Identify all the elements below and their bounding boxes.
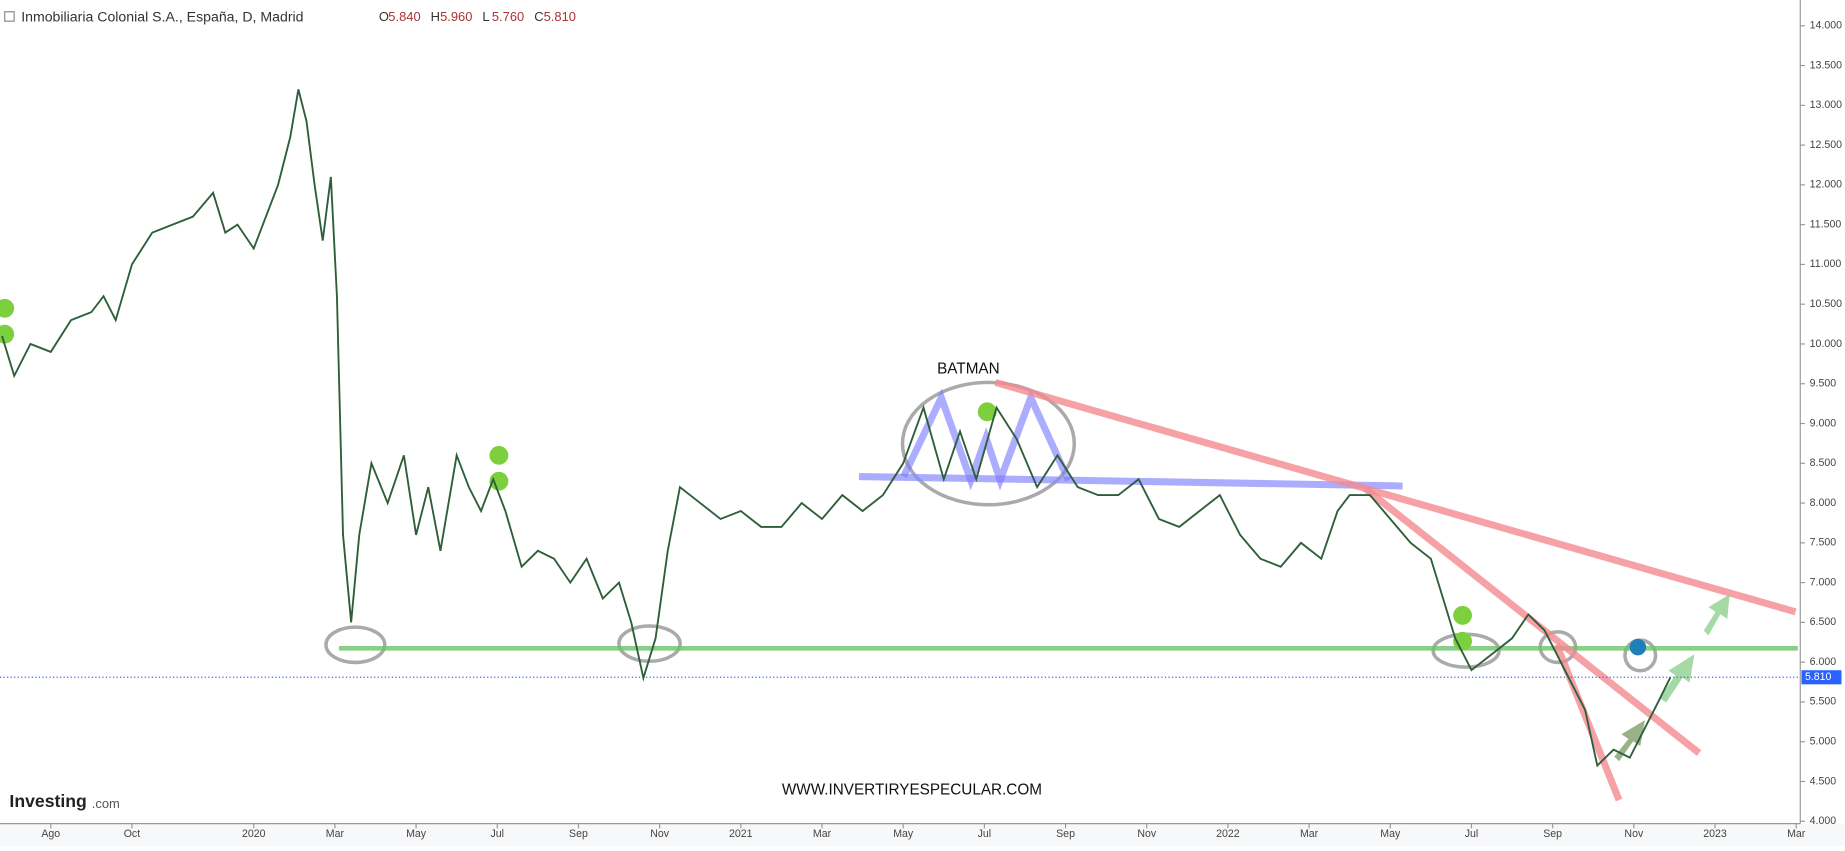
marker[interactable] (0, 298, 15, 318)
trend-line (1362, 485, 1702, 756)
ohlc-value: 5.960 (440, 9, 472, 24)
arrow (1614, 720, 1645, 762)
batman-pattern (900, 388, 1072, 491)
marker[interactable] (1453, 631, 1472, 651)
arrow (1703, 594, 1730, 636)
ohlc-key: C (534, 9, 543, 24)
y-tick-label: 14.000 (1810, 20, 1842, 32)
ohlc-key: L (482, 9, 489, 24)
marker[interactable] (489, 445, 509, 465)
y-tick-label: 8.000 (1810, 497, 1837, 509)
marker[interactable] (1453, 605, 1472, 625)
ohlc-readout: O 5.840 H 5.960 L 5.760 C 5.810 (379, 9, 576, 24)
y-tick-label: 10.000 (1810, 338, 1842, 350)
x-tick-label: Mar (1787, 828, 1806, 840)
x-tick-label: Mar (1300, 828, 1319, 840)
pattern-label: BATMAN (937, 360, 1000, 377)
y-tick-label: 4.000 (1810, 815, 1837, 827)
x-tick-label: May (406, 828, 427, 840)
y-tick-label: 12.500 (1810, 139, 1842, 151)
x-tick-label: Jul (491, 828, 505, 840)
y-tick-label: 7.500 (1810, 537, 1837, 549)
collapse-icon[interactable] (4, 11, 15, 22)
arrow (1659, 654, 1695, 703)
y-tick-label: 5.000 (1810, 736, 1837, 748)
x-tick-label: Nov (1137, 828, 1157, 840)
x-tick-label: May (893, 828, 914, 840)
y-tick-label: 9.500 (1810, 378, 1837, 390)
watermark: WWW.INVERTIRYESPECULAR.COM (782, 782, 1042, 799)
y-tick-label: 7.000 (1810, 576, 1837, 588)
y-tick-label: 8.500 (1810, 457, 1837, 469)
x-tick-label: Sep (1056, 828, 1075, 840)
dividend-markers (0, 298, 1647, 656)
x-tick-label: 2023 (1703, 828, 1727, 840)
x-tick-label: Sep (1543, 828, 1562, 840)
x-tick-label: Ago (41, 828, 60, 840)
neckline (858, 473, 1403, 490)
x-axis-band (0, 823, 1845, 846)
arrows (1614, 594, 1730, 762)
price-label: 5.810 (1805, 671, 1832, 683)
x-tick-label: Sep (569, 828, 588, 840)
x-tick-label: 2021 (729, 828, 753, 840)
y-tick-label: 12.000 (1810, 179, 1842, 191)
ohlc-value: 5.760 (492, 9, 524, 24)
x-tick-label: 2022 (1216, 828, 1240, 840)
y-tick-label: 11.000 (1810, 258, 1842, 270)
y-tick-label: 10.500 (1810, 298, 1842, 310)
y-tick-label: 9.000 (1810, 417, 1837, 429)
ohlc-key: H (431, 9, 440, 24)
ohlc-value: 5.810 (544, 9, 576, 24)
marker[interactable] (977, 402, 997, 422)
price-series (1, 89, 1672, 768)
x-tick-label: Mar (326, 828, 345, 840)
y-tick-label: 5.500 (1810, 696, 1837, 708)
x-tick-label: Nov (650, 828, 670, 840)
trend-line (994, 379, 1797, 616)
instrument-title: Inmobiliaria Colonial S.A., España, D, M… (21, 8, 303, 24)
y-tick-label: 4.500 (1810, 775, 1837, 787)
y-tick-label: 13.500 (1810, 59, 1842, 71)
x-tick-label: 2020 (242, 828, 266, 840)
marker[interactable] (489, 471, 509, 491)
x-tick-label: May (1380, 828, 1401, 840)
y-tick-label: 13.000 (1810, 99, 1842, 111)
x-tick-label: Jul (1465, 828, 1479, 840)
logo-suffix: .com (92, 796, 120, 811)
y-tick-label: 11.500 (1810, 218, 1842, 230)
x-tick-label: Jul (978, 828, 992, 840)
y-tick-label: 6.500 (1810, 616, 1837, 628)
x-tick-label: Oct (124, 828, 141, 840)
ellipse (324, 625, 387, 665)
x-tick-label: Mar (813, 828, 832, 840)
ohlc-value: 5.840 (388, 9, 420, 24)
ellipse (900, 380, 1077, 507)
x-tick-label: Nov (1624, 828, 1644, 840)
price-tag (1801, 670, 1842, 685)
ohlc-key: O (379, 9, 389, 24)
logo: Investing (9, 791, 86, 811)
marker[interactable] (1629, 638, 1647, 656)
y-tick-label: 6.000 (1810, 656, 1837, 668)
